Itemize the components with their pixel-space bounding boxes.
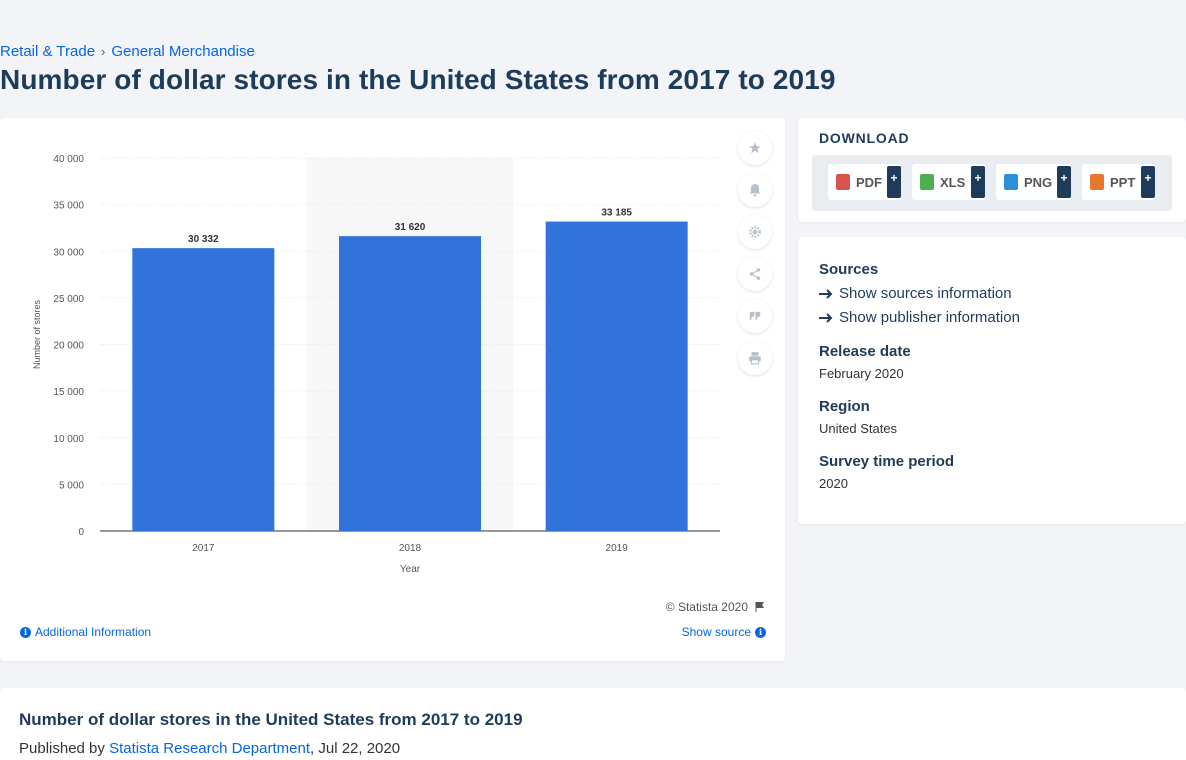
- page-title: Number of dollar stores in the United St…: [0, 64, 836, 96]
- show-publisher-label: Show publisher information: [839, 309, 1020, 326]
- y-tick-label: 5 000: [59, 480, 84, 491]
- share-button[interactable]: [738, 257, 772, 291]
- flag-icon[interactable]: [754, 601, 766, 613]
- download-png-label: PNG: [1024, 175, 1052, 190]
- region-heading: Region: [819, 398, 870, 415]
- survey-period-heading: Survey time period: [819, 453, 954, 470]
- cite-button[interactable]: [738, 299, 772, 333]
- y-axis-title: Number of stores: [32, 299, 42, 369]
- y-tick-label: 25 000: [53, 294, 84, 305]
- publisher-link[interactable]: Statista Research Department: [109, 740, 310, 757]
- download-ppt-label: PPT: [1110, 175, 1135, 190]
- download-card: DOWNLOAD PDF + XLS + PNG + PPT +: [798, 118, 1186, 222]
- show-source-label: Show source: [682, 625, 751, 639]
- additional-information-link[interactable]: i Additional Information: [20, 625, 151, 639]
- arrow-right-icon: [819, 313, 833, 323]
- download-heading: DOWNLOAD: [819, 130, 909, 146]
- download-pdf-button[interactable]: PDF +: [828, 164, 901, 200]
- y-tick-label: 20 000: [53, 341, 84, 352]
- download-png-button[interactable]: PNG +: [996, 164, 1071, 200]
- plus-icon: +: [1057, 166, 1071, 198]
- share-icon: [748, 267, 762, 281]
- region-value: United States: [819, 421, 897, 436]
- show-sources-link[interactable]: Show sources information: [819, 285, 1012, 302]
- chart-toolbar: [738, 131, 772, 383]
- quote-icon: [748, 309, 762, 323]
- data-label: 30 332: [188, 234, 219, 245]
- y-tick-label: 40 000: [53, 154, 84, 165]
- y-tick-label: 35 000: [53, 201, 84, 212]
- y-tick-label: 15 000: [53, 387, 84, 398]
- info-icon: i: [755, 627, 766, 638]
- statistic-details-card: Sources Show sources information Show pu…: [798, 237, 1186, 524]
- x-tick-label: 2019: [606, 543, 629, 554]
- sources-heading: Sources: [819, 261, 878, 278]
- additional-information-label: Additional Information: [35, 625, 151, 639]
- plus-icon: +: [1141, 166, 1155, 198]
- print-button[interactable]: [738, 341, 772, 375]
- pdf-file-icon: [836, 174, 850, 190]
- copyright-notice: © Statista 2020: [666, 600, 766, 614]
- x-axis-title: Year: [400, 564, 421, 575]
- survey-period-value: 2020: [819, 476, 848, 491]
- y-tick-label: 0: [78, 527, 84, 538]
- ppt-file-icon: [1090, 174, 1104, 190]
- y-tick-label: 10 000: [53, 434, 84, 445]
- download-xls-label: XLS: [940, 175, 965, 190]
- xls-file-icon: [920, 174, 934, 190]
- plus-icon: +: [887, 166, 901, 198]
- y-tick-label: 30 000: [53, 247, 84, 258]
- data-label: 33 185: [601, 208, 632, 219]
- show-source-link[interactable]: Show source i: [682, 625, 766, 639]
- star-icon: [748, 141, 762, 155]
- publication-card: Number of dollar stores in the United St…: [0, 688, 1186, 760]
- gear-icon: [748, 225, 762, 239]
- bar: [132, 248, 274, 531]
- chart-card: 0 5 000 10 000 15 000 20 000 25 000 30 000 35 0…: [0, 118, 785, 661]
- release-date-value: February 2020: [819, 366, 904, 381]
- breadcrumb-link-general-merchandise[interactable]: General Merchandise: [111, 43, 254, 60]
- bar-chart: 0 5 000 10 000 15 000 20 000 25 000 30 000 35 0…: [0, 118, 730, 708]
- download-xls-button[interactable]: XLS +: [912, 164, 985, 200]
- plus-icon: +: [971, 166, 985, 198]
- x-tick-label: 2017: [192, 543, 215, 554]
- bar: [546, 222, 688, 531]
- published-by-label: Published by: [19, 740, 105, 757]
- publication-title: Number of dollar stores in the United St…: [19, 710, 523, 730]
- notification-button[interactable]: [738, 173, 772, 207]
- bar: [339, 236, 481, 531]
- publication-byline: Published by Statista Research Departmen…: [19, 740, 400, 757]
- x-tick-label: 2018: [399, 543, 422, 554]
- show-sources-label: Show sources information: [839, 285, 1012, 302]
- download-pdf-label: PDF: [856, 175, 882, 190]
- info-icon: i: [20, 627, 31, 638]
- print-icon: [748, 351, 762, 365]
- show-publisher-link[interactable]: Show publisher information: [819, 309, 1020, 326]
- breadcrumb: Retail & Trade › General Merchandise: [0, 43, 255, 60]
- release-date-heading: Release date: [819, 343, 911, 360]
- data-label: 31 620: [395, 222, 426, 233]
- png-file-icon: [1004, 174, 1018, 190]
- download-buttons: PDF + XLS + PNG + PPT +: [812, 155, 1172, 211]
- settings-button[interactable]: [738, 215, 772, 249]
- arrow-right-icon: [819, 289, 833, 299]
- breadcrumb-link-retail[interactable]: Retail & Trade: [0, 43, 95, 60]
- favorite-button[interactable]: [738, 131, 772, 165]
- download-ppt-button[interactable]: PPT +: [1082, 164, 1155, 200]
- publication-date: , Jul 22, 2020: [310, 740, 400, 757]
- breadcrumb-separator: ›: [101, 44, 105, 59]
- copyright-text: © Statista 2020: [666, 600, 748, 614]
- bell-icon: [748, 183, 762, 197]
